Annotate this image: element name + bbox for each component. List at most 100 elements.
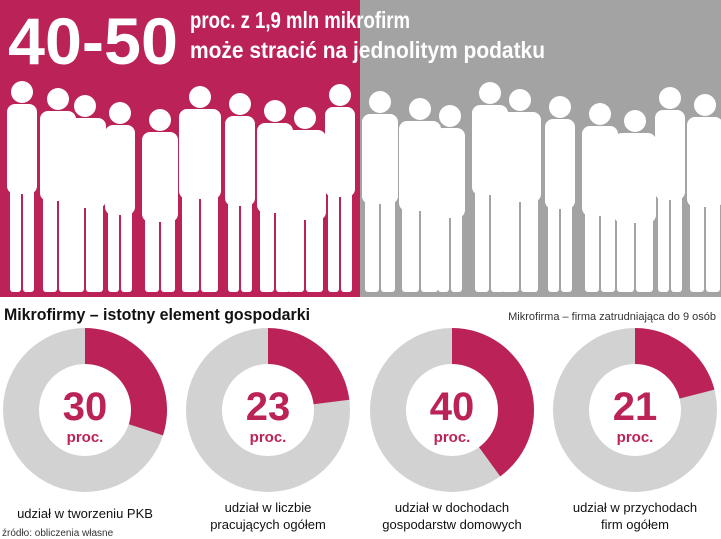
person-leg [491,191,505,292]
person-leg [475,191,489,292]
person-leg [617,219,634,292]
value-label: 23 [246,385,291,429]
person-leg [402,207,419,292]
person-head [74,95,96,117]
person-leg [658,196,669,292]
person-head [694,94,716,116]
person-head [509,89,531,111]
unit-label: proc. [250,429,287,446]
donut-hole [39,364,131,456]
person-body [687,117,721,207]
subtitle: proc. z 1,9 mln mikrofirm [190,7,410,33]
person-head [47,88,69,110]
person-body [225,116,255,206]
person-body [325,107,355,197]
person-leg [260,209,274,292]
donut-hole [222,364,314,456]
person-head [659,87,681,109]
person-body [64,118,106,208]
caption: udział w liczbie [225,500,312,515]
person-leg [276,209,290,292]
person-body [435,128,465,218]
person-leg [241,202,252,292]
person-body [7,104,37,194]
person-leg [381,200,395,292]
value-label: 30 [63,385,108,429]
person-leg [690,203,704,292]
person-head [109,102,131,124]
person-leg [341,193,352,292]
unit-label: proc. [617,429,654,446]
value-label: 40 [430,385,475,429]
person-body [655,110,685,200]
person-leg [521,198,538,292]
person-body [284,130,326,220]
person-leg [502,198,519,292]
caption: pracujących ogółem [210,517,326,532]
value-label: 21 [613,385,658,429]
person-body [362,114,398,204]
note: Mikrofirma – firma zatrudniająca do 9 os… [508,311,716,323]
donut-hole [589,364,681,456]
person-leg [636,219,653,292]
person-leg [43,197,57,292]
person-leg [548,205,559,292]
person-leg [23,190,34,292]
person-leg [161,218,175,292]
subtitle: może stracić na jednolitym podatku [190,37,545,63]
person-head [369,91,391,113]
person-head [11,81,33,103]
person-head [329,84,351,106]
unit-label: proc. [67,429,104,446]
person-leg [601,212,615,292]
person-body [582,126,618,216]
person-leg [182,195,199,292]
caption: gospodarstw domowych [382,517,521,532]
person-leg [201,195,218,292]
person-head [409,98,431,120]
person-leg [561,205,572,292]
caption: udział w przychodach [573,500,697,515]
donut-hole [406,364,498,456]
person-head [439,105,461,127]
person-leg [306,216,323,292]
person-leg [121,211,132,292]
person-leg [451,214,462,292]
person-head [229,93,251,115]
person-leg [438,214,449,292]
caption: udział w tworzeniu PKB [17,506,153,521]
caption: udział w dochodach [395,500,509,515]
big-number: 40-50 [8,4,178,78]
person-leg [86,204,103,292]
person-leg [365,200,379,292]
source: źródło: obliczenia własne [2,528,114,539]
person-leg [287,216,304,292]
person-head [264,100,286,122]
person-body [614,133,656,223]
person-leg [108,211,119,292]
person-head [624,110,646,132]
person-head [549,96,571,118]
person-head [589,103,611,125]
person-head [189,86,211,108]
person-leg [421,207,438,292]
person-head [294,107,316,129]
person-leg [228,202,239,292]
section-title: Mikrofirmy – istotny element gospodarki [4,305,310,324]
person-leg [10,190,21,292]
person-body [399,121,441,211]
unit-label: proc. [434,429,471,446]
person-leg [67,204,84,292]
silhouettes [7,81,721,292]
person-body [142,132,178,222]
person-body [499,112,541,202]
person-body [545,119,575,209]
person-leg [706,203,720,292]
person-leg [328,193,339,292]
person-leg [585,212,599,292]
person-leg [145,218,159,292]
person-head [479,82,501,104]
person-leg [671,196,682,292]
caption: firm ogółem [601,517,669,532]
